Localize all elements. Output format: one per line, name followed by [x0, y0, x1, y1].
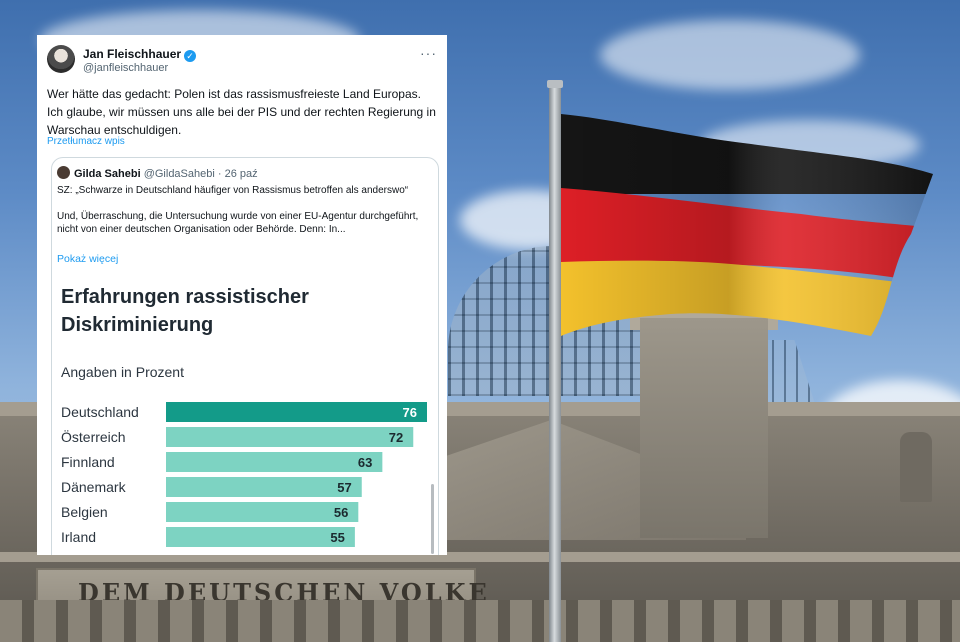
german-flag [561, 114, 933, 336]
author-handle[interactable]: @janfleischhauer [83, 62, 169, 74]
value-label: 56 [334, 505, 348, 520]
flagpole-top [547, 80, 563, 88]
quoted-avatar[interactable] [57, 166, 70, 179]
category-label: Belgien [61, 504, 108, 520]
chart-title: Erfahrungen rassistischer Diskriminierun… [61, 286, 309, 336]
value-label: 55 [330, 530, 344, 545]
more-options-icon[interactable]: ··· [420, 45, 437, 61]
cloud [600, 20, 860, 90]
category-label: Österreich [61, 428, 126, 445]
value-label: 72 [389, 430, 403, 445]
quoted-date[interactable]: · 26 paź [217, 168, 258, 180]
bar [166, 477, 362, 497]
quoted-text-line: SZ: „Schwarze in Deutschland häufiger vo… [57, 185, 409, 196]
quoted-text: SZ: „Schwarze in Deutschland häufiger vo… [57, 184, 435, 236]
quoted-handle[interactable]: @GildaSahebi [143, 168, 215, 180]
tweet-text: Wer hätte das gedacht: Polen ist das ras… [47, 87, 436, 137]
chart-subtitle: Angaben in Prozent [61, 364, 184, 380]
quoted-author-name[interactable]: Gilda Sahebi [74, 168, 141, 180]
value-label: 76 [403, 405, 417, 420]
value-label: 57 [337, 480, 351, 495]
flagpole [549, 82, 561, 642]
category-label: Irland [61, 529, 96, 545]
columns [0, 600, 960, 642]
author-name-row[interactable]: Jan Fleischhauer ✓ [83, 47, 197, 62]
tweet-header: Jan Fleischhauer ✓ @janfleischhauer ··· [47, 45, 437, 77]
author-name[interactable]: Jan Fleischhauer [83, 47, 182, 61]
bar [166, 502, 359, 522]
tweet-card[interactable]: Jan Fleischhauer ✓ @janfleischhauer ··· W… [37, 35, 447, 555]
corner-tower [640, 318, 768, 538]
translate-link[interactable]: Przetłumacz wpis [47, 136, 125, 147]
bar [166, 427, 414, 447]
quoted-header: Gilda Sahebi @GildaSahebi · 26 paź [57, 166, 258, 180]
bar [166, 402, 427, 422]
bar-chart: Deutschland 76 Österreich 72 Finnland 63 Dänem… [61, 402, 427, 547]
scrollbar[interactable] [431, 484, 434, 554]
statue [900, 432, 932, 502]
quoted-text-line: Und, Überraschung, die Untersuchung wurd… [57, 211, 419, 235]
category-label: Dänemark [61, 479, 127, 495]
bar [166, 452, 383, 472]
category-label: Finnland [61, 454, 115, 470]
author-avatar[interactable] [47, 45, 75, 73]
cornice [0, 552, 960, 562]
show-more-link[interactable]: Pokaż więcej [57, 253, 119, 265]
quoted-tweet[interactable]: Gilda Sahebi @GildaSahebi · 26 paź SZ: „… [51, 157, 439, 555]
check-badge-icon: ✓ [184, 50, 197, 62]
category-label: Deutschland [61, 404, 139, 420]
bar [166, 527, 355, 547]
value-label: 63 [358, 455, 372, 470]
